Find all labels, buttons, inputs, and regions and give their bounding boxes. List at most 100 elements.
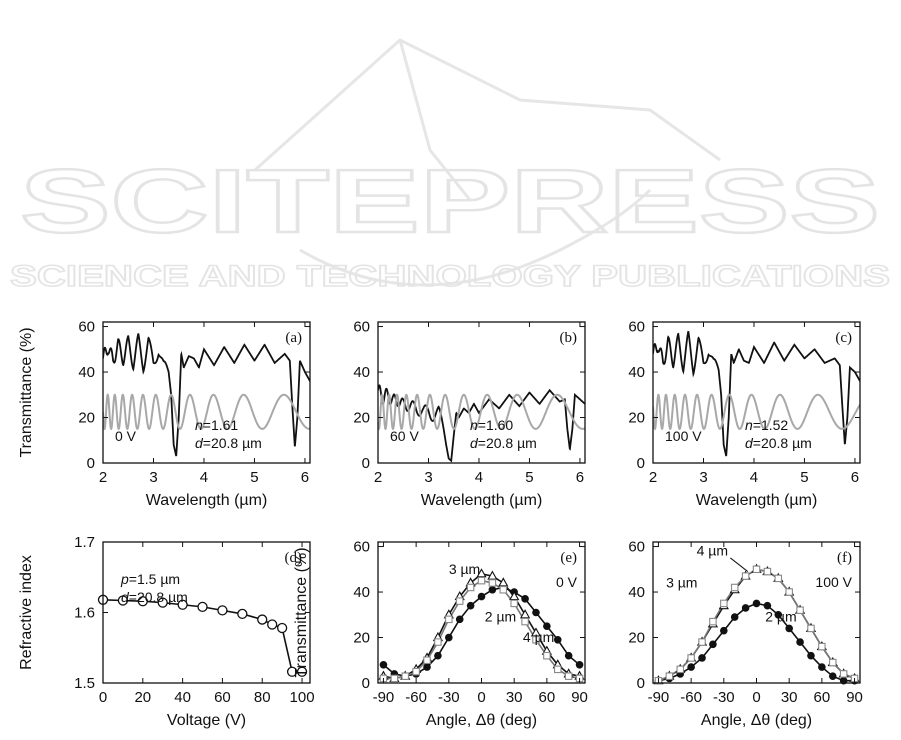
- voltage-label: 0 V: [556, 574, 578, 590]
- data-point: [698, 654, 706, 662]
- panel-label: (e): [560, 550, 577, 566]
- measured-spectrum-line: [103, 333, 310, 457]
- data-point: [197, 601, 208, 613]
- x-tick-label: -60: [680, 689, 702, 706]
- y-tick-label: 1.7: [74, 534, 95, 551]
- x-tick-label: 0: [99, 689, 107, 706]
- data-point: [487, 570, 498, 580]
- y-axis-title: Transmittance (%): [293, 547, 310, 677]
- x-axis-title: Wavelength (µm): [696, 492, 818, 509]
- plot-frame: [377, 541, 586, 684]
- refractive-index-label-var: n: [195, 417, 203, 433]
- data-point: [509, 590, 520, 601]
- watermark-logo-icon: [253, 38, 721, 287]
- series-line-2 µm: [658, 602, 855, 682]
- data-point: [698, 638, 706, 646]
- refractive-index-label: n=1.60: [470, 417, 513, 433]
- x-tick-label: 5: [525, 469, 533, 486]
- x-tick-label: 90: [571, 689, 588, 706]
- data-point: [137, 596, 148, 607]
- x-tick-label: 2: [99, 469, 107, 486]
- data-point: [818, 642, 826, 651]
- data-point: [687, 663, 695, 671]
- pitch-label-var: p: [120, 571, 129, 587]
- data-point: [510, 599, 518, 608]
- data-point: [807, 624, 815, 633]
- data-point: [730, 583, 739, 592]
- x-tick-label: 5: [800, 469, 808, 486]
- data-point: [709, 617, 717, 626]
- y-tick-label: 60: [628, 319, 645, 336]
- data-point: [476, 568, 487, 578]
- x-tick-label: 40: [174, 689, 191, 706]
- thickness-label-var: d: [121, 589, 130, 605]
- panel-label: (f): [837, 550, 852, 566]
- x-tick-label: 0: [477, 689, 485, 706]
- x-tick-label: 6: [576, 469, 584, 486]
- data-point: [521, 595, 529, 603]
- data-point: [423, 656, 431, 665]
- y-axis-title: Transmittance (%): [18, 327, 35, 457]
- data-point: [296, 666, 308, 677]
- x-tick-label: -30: [713, 689, 735, 706]
- data-point: [785, 624, 793, 633]
- refractive-index-label: n=1.52: [745, 417, 788, 433]
- x-tick-label: 3: [149, 469, 157, 486]
- data-point: [763, 601, 772, 610]
- voltage-label: 100 V: [815, 574, 852, 590]
- data-point: [423, 663, 431, 671]
- series-label: 4 µm: [523, 629, 554, 645]
- data-point: [390, 674, 399, 683]
- data-point: [445, 615, 453, 624]
- x-tick-label: 90: [846, 689, 863, 706]
- data-point: [575, 661, 584, 669]
- thickness-label-var: d: [195, 435, 204, 451]
- data-point: [730, 613, 739, 621]
- refractive-index-label-val: =1.61: [203, 417, 239, 433]
- plot-frame: [102, 541, 311, 684]
- refractive-index-label: n=1.61: [195, 417, 238, 433]
- series-label: 3 µm: [449, 561, 480, 577]
- y-tick-label: 0: [637, 455, 645, 472]
- data-point: [530, 627, 542, 637]
- refractive-index-label-val: =1.52: [753, 417, 789, 433]
- series-label: 2 µm: [765, 609, 796, 625]
- thickness-label-val: =20.8 µm: [478, 435, 537, 451]
- y-tick-label: 0: [637, 675, 645, 692]
- x-tick-label: -30: [438, 689, 460, 706]
- data-point: [532, 608, 540, 617]
- x-tick-label: 100: [290, 689, 315, 706]
- series-label: 3 µm: [666, 574, 697, 590]
- data-point: [412, 667, 420, 676]
- y-tick-label: 40: [353, 584, 370, 601]
- data-point: [466, 601, 475, 610]
- data-point: [455, 597, 464, 605]
- data-point: [720, 599, 728, 608]
- x-tick-label: -60: [405, 689, 427, 706]
- data-point: [499, 586, 508, 594]
- y-tick-label: 20: [628, 630, 645, 647]
- data-point: [217, 605, 228, 616]
- watermark-subtitle: SCIENCE AND TECHNOLOGY PUBLICATIONS: [10, 260, 890, 293]
- refractive-index-label-val: =1.60: [478, 417, 514, 433]
- data-point: [498, 577, 509, 587]
- data-point: [839, 670, 848, 678]
- y-tick-label: 20: [353, 410, 370, 427]
- data-point: [553, 635, 562, 644]
- plot-area-c: [653, 331, 860, 457]
- data-point: [741, 572, 750, 580]
- thickness-label-val: =20.8 µm: [753, 435, 812, 451]
- data-point: [521, 617, 529, 626]
- x-tick-label: 60: [214, 689, 231, 706]
- x-axis-title: Wavelength (µm): [421, 492, 543, 509]
- pitch-label-val: =1.5 µm: [129, 571, 180, 587]
- x-axis-title: Angle, Δθ (deg): [701, 712, 812, 729]
- data-point: [466, 583, 475, 592]
- series-label: 4 µm: [697, 543, 728, 559]
- series-label: 2 µm: [485, 609, 516, 625]
- data-point: [237, 608, 248, 620]
- x-tick-label: 30: [781, 689, 798, 706]
- thickness-label-var: d: [745, 435, 754, 451]
